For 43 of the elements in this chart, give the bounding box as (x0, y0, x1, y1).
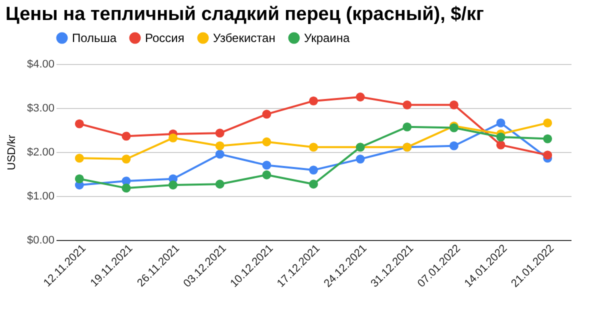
point (496, 118, 506, 128)
point (262, 110, 272, 119)
point (122, 154, 131, 164)
point (402, 122, 412, 132)
y-tick-label: $1.00 (26, 190, 54, 202)
point (309, 166, 318, 175)
point (543, 118, 552, 128)
point (496, 132, 506, 142)
point (309, 180, 318, 189)
y-tick-label: $3.00 (26, 102, 54, 114)
point (309, 142, 318, 152)
point (356, 92, 365, 102)
point (168, 180, 178, 190)
point (262, 160, 272, 170)
point (262, 170, 272, 180)
point (122, 132, 131, 141)
point (74, 119, 84, 128)
legend-label: Узбекистан (213, 31, 276, 45)
point (262, 137, 272, 146)
point (74, 174, 84, 184)
point (215, 180, 224, 189)
point (215, 128, 224, 138)
y-tick-label: $2.00 (26, 146, 54, 158)
point (215, 141, 224, 150)
point (356, 154, 365, 164)
point (215, 150, 224, 159)
point (449, 141, 458, 150)
point (122, 184, 131, 193)
legend-label: Россия (145, 31, 184, 45)
point (309, 96, 318, 106)
point (168, 133, 178, 142)
chart-title: Цены на тепличный сладкий перец (красный), $/кг (5, 4, 484, 25)
y-axis-title: USD/kr (6, 134, 18, 170)
point (543, 150, 552, 160)
legend-label: Польша (72, 31, 117, 45)
point (543, 134, 552, 144)
point (402, 100, 412, 110)
point (496, 140, 506, 150)
y-tick-label: $4.00 (26, 58, 54, 70)
point (74, 154, 84, 163)
y-tick-label: $0.00 (26, 234, 54, 246)
legend-label: Украина (304, 31, 350, 45)
point (449, 100, 458, 110)
